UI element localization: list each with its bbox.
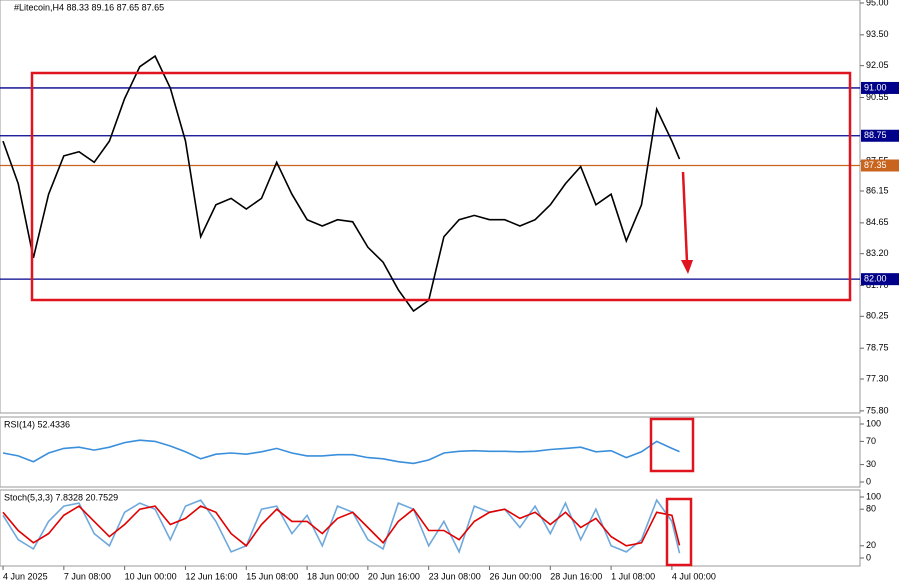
stoch-title: Stoch(5,3,3) 7.8328 20.7529 <box>4 492 118 502</box>
y-tick-label: 78.75 <box>866 343 889 353</box>
annotation-box <box>30 71 852 302</box>
y-tick-label: 90.55 <box>866 92 889 102</box>
annotation-box <box>649 417 695 473</box>
main-panel <box>0 0 861 414</box>
series-line <box>2 498 681 554</box>
level-label: 82.00 <box>864 274 887 284</box>
x-tick-label: 4 Jul 00:00 <box>672 571 716 581</box>
y-tick-label: 70 <box>866 436 876 446</box>
level-label-bg <box>861 159 899 172</box>
y-tick-label: 95.00 <box>866 0 889 7</box>
x-tick-label: 7 Jun 08:00 <box>64 571 111 581</box>
y-tick-label: 84.65 <box>866 217 889 227</box>
level-label: 88.75 <box>864 130 887 140</box>
x-tick-label: 10 Jun 00:00 <box>125 571 177 581</box>
level-label: 87.35 <box>864 160 887 170</box>
y-tick-label: 77.30 <box>866 373 889 383</box>
rsi-title: RSI(14) 52.4336 <box>4 419 70 429</box>
x-tick-label: 20 Jun 16:00 <box>368 571 420 581</box>
y-tick-label: 80.25 <box>866 311 889 321</box>
annotation-arrowhead <box>681 260 693 274</box>
x-tick-label: 4 Jun 2025 <box>3 571 48 581</box>
x-tick-label: 12 Jun 16:00 <box>185 571 237 581</box>
y-tick-label: 30 <box>866 459 876 469</box>
level-label-bg <box>861 273 899 286</box>
annotation-box <box>665 497 693 567</box>
y-tick-label: 100 <box>866 418 881 428</box>
x-tick-label: 28 Jun 16:00 <box>550 571 602 581</box>
x-tick-label: 1 Jul 08:00 <box>611 571 655 581</box>
y-tick-label: 0 <box>866 476 871 486</box>
y-tick-label: 93.50 <box>866 29 889 39</box>
y-tick-label: 20 <box>866 540 876 550</box>
y-tick-label: 86.15 <box>866 185 889 195</box>
series-line <box>2 505 681 547</box>
level-label: 91.00 <box>864 82 887 92</box>
rsi-panel <box>0 416 861 488</box>
x-tick-label: 15 Jun 08:00 <box>246 571 298 581</box>
stoch-panel <box>0 489 861 567</box>
y-tick-label: 80 <box>866 504 876 514</box>
chart-title: #Litecoin,H4 88.33 89.16 87.65 87.65 <box>14 2 164 12</box>
x-tick-label: 18 Jun 00:00 <box>307 571 359 581</box>
annotation-arrow <box>681 171 689 263</box>
level-label-bg <box>861 129 899 142</box>
y-tick-label: 92.05 <box>866 60 889 70</box>
series-line <box>2 54 681 313</box>
y-tick-label: 75.80 <box>866 405 889 415</box>
y-tick-label: 83.20 <box>866 248 889 258</box>
y-tick-label: 100 <box>866 491 881 501</box>
level-label-bg <box>861 81 899 94</box>
x-tick-label: 26 Jun 00:00 <box>489 571 541 581</box>
series-line <box>2 439 680 465</box>
y-tick-label: 0 <box>866 552 871 562</box>
x-tick-label: 23 Jun 08:00 <box>429 571 481 581</box>
